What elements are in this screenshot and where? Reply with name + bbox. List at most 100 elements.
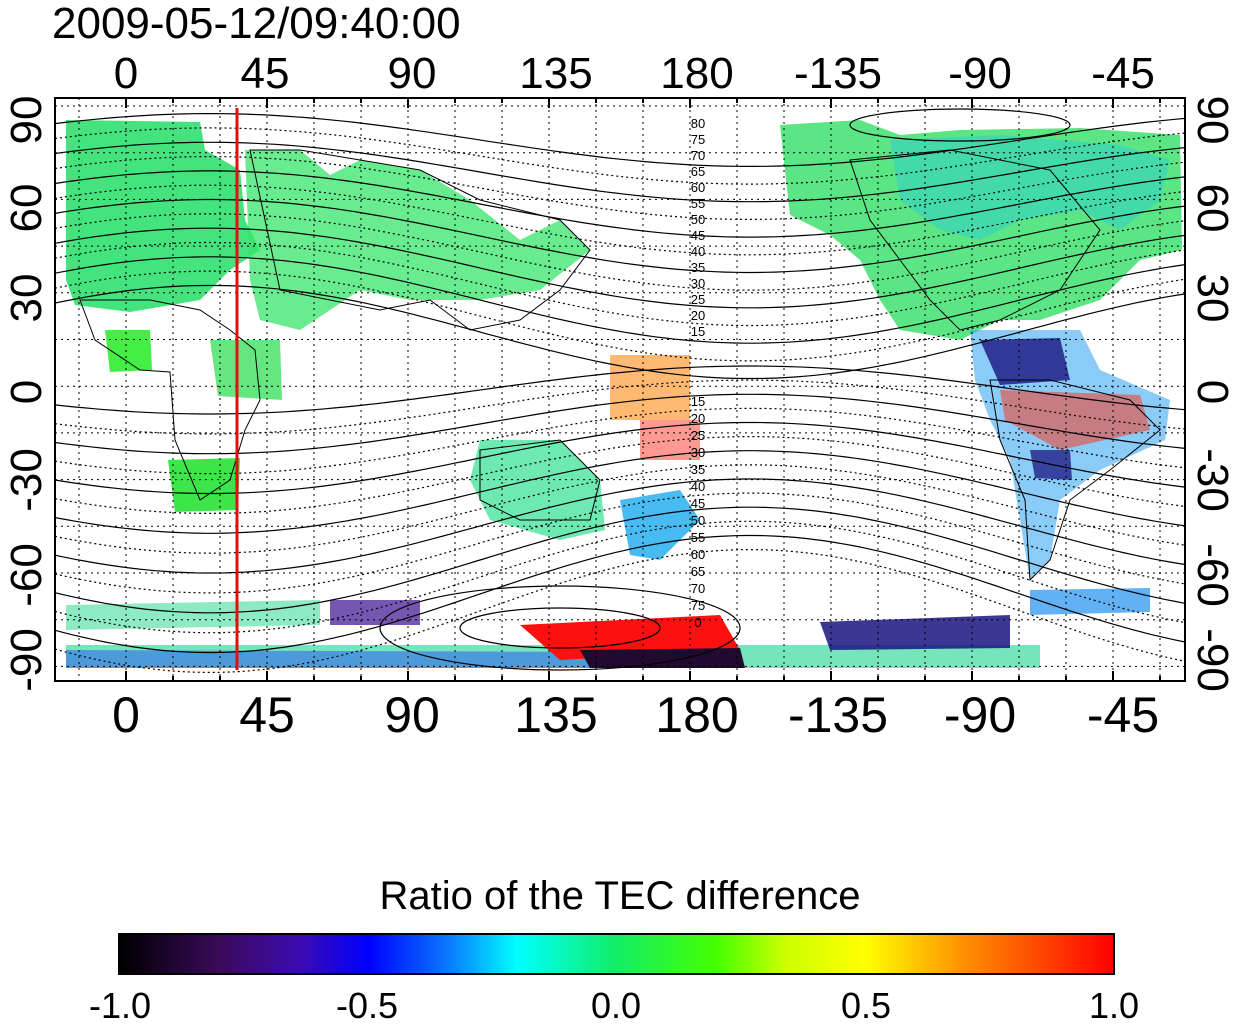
contour-line bbox=[54, 450, 1186, 534]
map-timestamp: 2009-05-12/09:40:00 bbox=[52, 0, 461, 48]
map-frame bbox=[54, 97, 1186, 682]
top-lon-tick: 90 bbox=[387, 49, 437, 98]
contour-label-south: 50 bbox=[691, 513, 705, 528]
contour-label-south: 35 bbox=[691, 462, 705, 477]
contour-labels: 8075706560555045403530252015152025303540… bbox=[691, 116, 705, 630]
coastline bbox=[479, 439, 601, 521]
tec-region-drake bbox=[1030, 588, 1150, 615]
frame-ticks bbox=[125, 98, 1161, 681]
contour-line bbox=[54, 270, 1186, 362]
tec-region-southern-ocean bbox=[66, 645, 1040, 668]
contour-line bbox=[54, 213, 1186, 291]
bottom-lon-tick: 0 bbox=[112, 687, 140, 743]
tec-region-asia bbox=[245, 150, 590, 330]
top-lon-tick: 135 bbox=[519, 49, 593, 98]
contour-label-south: 60 bbox=[691, 547, 705, 562]
contour-line bbox=[54, 478, 1186, 574]
contour-label-north: 75 bbox=[691, 132, 705, 147]
tec-region-west-africa bbox=[105, 330, 152, 372]
tec-data-layer bbox=[66, 120, 1182, 668]
contour-line bbox=[54, 492, 1186, 594]
contour-label-north: 50 bbox=[691, 212, 705, 227]
tec-region-europe bbox=[66, 120, 260, 312]
contour-oval bbox=[459, 607, 661, 649]
bottom-lon-tick: 45 bbox=[239, 687, 295, 743]
contour-label-north: 60 bbox=[691, 180, 705, 195]
contour-label-north: 20 bbox=[691, 308, 705, 323]
tec-region-new-zealand bbox=[620, 490, 700, 560]
tec-region-australia bbox=[470, 440, 605, 540]
colorbar-tick: 0.5 bbox=[840, 985, 892, 1026]
contour-line bbox=[54, 520, 1186, 634]
contour-label-north: 70 bbox=[691, 148, 705, 163]
contour-label-north: 55 bbox=[691, 196, 705, 211]
contour-label-south: 15 bbox=[691, 394, 705, 409]
contour-label-north: 65 bbox=[691, 164, 705, 179]
contour-label-south: 70 bbox=[691, 581, 705, 596]
bottom-lon-tick: 135 bbox=[514, 687, 598, 743]
bottom-lon-tick: -45 bbox=[1086, 687, 1160, 743]
tec-region-antarctic-core bbox=[580, 648, 745, 668]
contour-line bbox=[54, 407, 1186, 475]
coastline bbox=[249, 149, 591, 331]
tec-map: 8075706560555045403530252015152025303540… bbox=[54, 97, 1186, 682]
contour-label-south: 25 bbox=[691, 428, 705, 443]
tec-region-canada bbox=[890, 135, 1170, 240]
contour-label-south: 65 bbox=[691, 564, 705, 579]
colorbar-title: Ratio of the TEC difference bbox=[379, 874, 861, 918]
contour-label-south: 0 bbox=[694, 615, 701, 630]
contour-line bbox=[54, 113, 1186, 167]
coastline bbox=[989, 379, 1161, 582]
colorbar-tick: -0.5 bbox=[335, 985, 399, 1026]
contour-line bbox=[54, 379, 1186, 435]
tec-region-kerguelen bbox=[330, 600, 420, 625]
contour-label-south: 20 bbox=[691, 411, 705, 426]
tec-region-pacific-south bbox=[640, 420, 700, 460]
contour-label-north: 25 bbox=[691, 292, 705, 307]
bottom-lon-tick: 90 bbox=[384, 687, 440, 743]
colorbar bbox=[118, 933, 1115, 975]
bottom-lon-tick: -90 bbox=[943, 687, 1017, 743]
top-lon-tick: -135 bbox=[793, 49, 883, 98]
tec-region-antarctic-peninsula bbox=[820, 615, 1010, 650]
contour-label-north: 40 bbox=[691, 244, 705, 259]
contour-line bbox=[54, 464, 1186, 554]
colorbar-tick: 0.0 bbox=[590, 985, 642, 1026]
contour-line bbox=[54, 141, 1186, 203]
colorbar-tick: -1.0 bbox=[88, 985, 152, 1026]
top-lon-tick: 45 bbox=[240, 49, 290, 98]
contour-line bbox=[54, 365, 1186, 415]
contour-line bbox=[54, 227, 1186, 309]
contour-label-south: 55 bbox=[691, 530, 705, 545]
top-lon-tick: -90 bbox=[948, 49, 1012, 98]
contour-line bbox=[54, 534, 1186, 654]
contour-label-north: 30 bbox=[691, 276, 705, 291]
map-grid bbox=[55, 98, 1185, 681]
top-lon-tick: 0 bbox=[113, 49, 139, 98]
contour-label-north: 80 bbox=[691, 116, 705, 131]
contour-label-south: 75 bbox=[691, 598, 705, 613]
contour-label-south: 30 bbox=[691, 445, 705, 460]
contour-line bbox=[54, 170, 1186, 238]
tec-region-east-africa bbox=[210, 340, 282, 400]
contour-line bbox=[54, 421, 1186, 495]
contour-line bbox=[54, 506, 1186, 614]
colorbar-tick: 1.0 bbox=[1088, 985, 1140, 1026]
top-lon-tick: 180 bbox=[660, 49, 734, 98]
tec-region-south-atlantic bbox=[66, 600, 320, 630]
top-lon-tick: -45 bbox=[1091, 49, 1155, 98]
tec-region-south-africa bbox=[168, 458, 240, 512]
contour-oval bbox=[849, 108, 1071, 142]
magnetic-contours bbox=[54, 108, 1186, 673]
contour-line bbox=[54, 549, 1186, 673]
bottom-lon-tick: -135 bbox=[787, 687, 889, 743]
contour-line bbox=[54, 256, 1186, 344]
contour-label-north: 45 bbox=[691, 228, 705, 243]
contour-label-south: 40 bbox=[691, 479, 705, 494]
contour-label-north: 15 bbox=[691, 324, 705, 339]
contour-oval bbox=[379, 585, 741, 671]
bottom-lon-tick: 180 bbox=[655, 687, 739, 743]
contour-label-north: 35 bbox=[691, 260, 705, 275]
tec-region-andes bbox=[1030, 450, 1072, 480]
contour-line bbox=[54, 198, 1186, 274]
